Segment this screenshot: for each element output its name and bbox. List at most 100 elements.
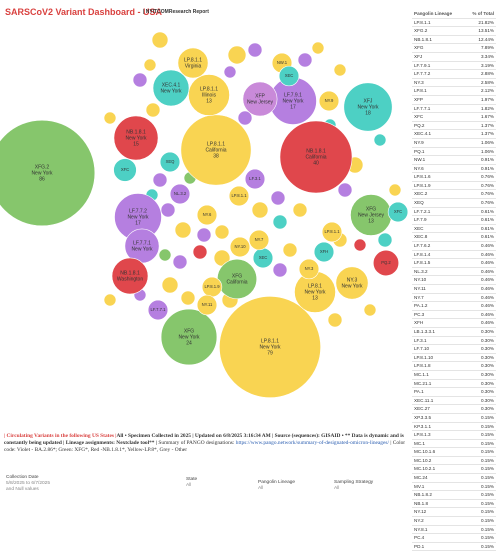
bubble-small: [388, 183, 402, 197]
percent-cell: 0.15%: [480, 414, 494, 420]
column-header: % of Total: [472, 11, 494, 16]
bubble-label: LP.8.1.1: [261, 338, 279, 344]
bubble-label: LF.7.7.1: [133, 240, 151, 246]
lineage-cell: XEC.11.1: [414, 397, 434, 403]
bubble-small: [103, 111, 117, 125]
bubble-count: 13: [312, 295, 318, 301]
bubble-label: California: [305, 154, 326, 160]
bubble-label: NY.6: [203, 212, 212, 217]
lineage-cell: XEC: [414, 225, 424, 231]
filter[interactable]: Collection Date 5/8/2025 to 6/7/2025 and N…: [6, 475, 50, 493]
percent-cell: 21.82%: [478, 19, 494, 25]
bubble: [152, 69, 190, 107]
bubble-small: [174, 221, 192, 239]
lineage-cell: XFC: [414, 114, 424, 120]
percent-cell: 0.46%: [480, 243, 494, 249]
bubble-count: 13: [368, 218, 374, 224]
bubble-small: [292, 202, 308, 218]
table-row: LF.8.1.5 0.46%: [412, 259, 496, 268]
bubble-small: [160, 202, 176, 218]
bubble-small: [158, 248, 172, 262]
table-row: NY.8.1 0.15%: [412, 526, 496, 535]
table-row: MC.10.2 0.15%: [412, 457, 496, 466]
table-row: XFC 1.67%: [412, 113, 496, 122]
bubble-label: XFH: [320, 249, 328, 254]
lineage-cell: LF.8.1.5: [414, 260, 431, 266]
table-row: PQ.1 1.06%: [412, 148, 496, 157]
table-row: PA.1 0.30%: [412, 388, 496, 397]
bubble-label: NY.3: [305, 266, 314, 271]
lineage-cell: MC.10.2: [414, 457, 432, 463]
lineage-cell: XEC.2: [414, 191, 428, 197]
table-row: XEC.11.1 0.30%: [412, 397, 496, 406]
bubble-small: [196, 227, 212, 243]
percent-cell: 0.46%: [480, 260, 494, 266]
filter-value: All: [334, 486, 340, 491]
lineage-cell: MC.1.1: [414, 371, 429, 377]
percent-cell: 0.15%: [480, 543, 494, 549]
bubble-small: [247, 42, 263, 58]
bubble-label: Virginia: [185, 63, 202, 69]
percent-cell: 0.15%: [480, 466, 494, 472]
lineage-cell: NY.7: [414, 294, 424, 300]
percent-cell: 1.06%: [480, 148, 494, 154]
lineage-cell: LF.7.6.2: [414, 243, 431, 249]
lineage-cell: PQ.1: [414, 148, 425, 154]
percent-cell: 0.30%: [480, 337, 494, 343]
table-row: PD.1 0.15%: [412, 543, 496, 551]
lineage-cell: LF.7.9: [414, 217, 427, 223]
bubble-small: [103, 293, 117, 307]
table-row: MC.10.1.6 0.15%: [412, 448, 496, 457]
lineage-cell: PQ.2: [414, 122, 425, 128]
bubble-label: LP.8.1.9: [204, 284, 220, 289]
table-row: LF.7.7.1 1.82%: [412, 105, 496, 114]
percent-cell: 0.46%: [480, 286, 494, 291]
lineage-cell: XEC.4.1: [414, 131, 432, 137]
bubble: [160, 308, 218, 366]
bubble-label: XFC: [394, 209, 402, 214]
table-row: XEC.4.1 1.37%: [412, 130, 496, 139]
percent-cell: 0.61%: [480, 217, 494, 223]
lineage-cell: LF.7.10: [414, 346, 430, 352]
bubble-count: 17: [290, 104, 296, 110]
lineage-cell: XFP: [414, 96, 423, 102]
bubble-small: [311, 41, 325, 55]
bubble-small: [237, 110, 253, 126]
bubble-label: NB.1.8.1: [120, 270, 140, 276]
footer-link[interactable]: https://www.pango.network/summary-of-des…: [235, 440, 389, 446]
bubble-label: New York: [304, 289, 326, 295]
lineage-cell: NW.1: [414, 157, 426, 163]
bubble-count: 79: [267, 350, 273, 356]
lineage-cell: NY.6: [414, 165, 424, 171]
column-header: Pangolin Lineage: [414, 11, 453, 16]
lineage-cell: XP.3.3.5: [414, 414, 432, 420]
lineage-cell: LF.7.7.1: [414, 105, 431, 111]
percent-cell: 12.44%: [478, 36, 494, 42]
lineage-cell: LP.8.1.6: [414, 174, 431, 180]
filter[interactable]: Sampling Strategy All: [334, 480, 373, 492]
bubble-label: New York: [131, 246, 153, 252]
lineage-cell: NL.3.2: [414, 268, 428, 274]
lineage-cell: LP.8.1.8: [414, 363, 431, 369]
table-row: LP.8.1 2.12%: [412, 87, 496, 96]
table-row: XEC.8 0.61%: [412, 233, 496, 243]
percent-cell: 0.30%: [480, 346, 494, 352]
bubble: [111, 257, 149, 295]
percent-cell: 0.76%: [480, 182, 494, 188]
lineage-cell: NY.9: [414, 139, 424, 145]
percent-cell: 0.15%: [480, 423, 494, 429]
table-row: XFG.2 13.51%: [412, 27, 496, 36]
table-row: XFG 7.89%: [412, 44, 496, 53]
footer-lead: | Circulating Variants in the following …: [4, 433, 117, 439]
bubble-small: [297, 52, 313, 68]
table-row: NY.9 1.06%: [412, 139, 496, 148]
filter[interactable]: Pangolin Lineage All: [258, 480, 295, 492]
percent-cell: 1.97%: [480, 96, 494, 102]
bubble-small: [327, 312, 343, 328]
filter[interactable]: State All: [186, 477, 197, 489]
bubble-label: XFG: [366, 206, 376, 212]
table-row: PQ.2 1.37%: [412, 122, 496, 131]
table-row: LF.3.1 0.30%: [412, 337, 496, 346]
bubble: [313, 241, 335, 263]
percent-cell: 3.19%: [480, 62, 494, 68]
